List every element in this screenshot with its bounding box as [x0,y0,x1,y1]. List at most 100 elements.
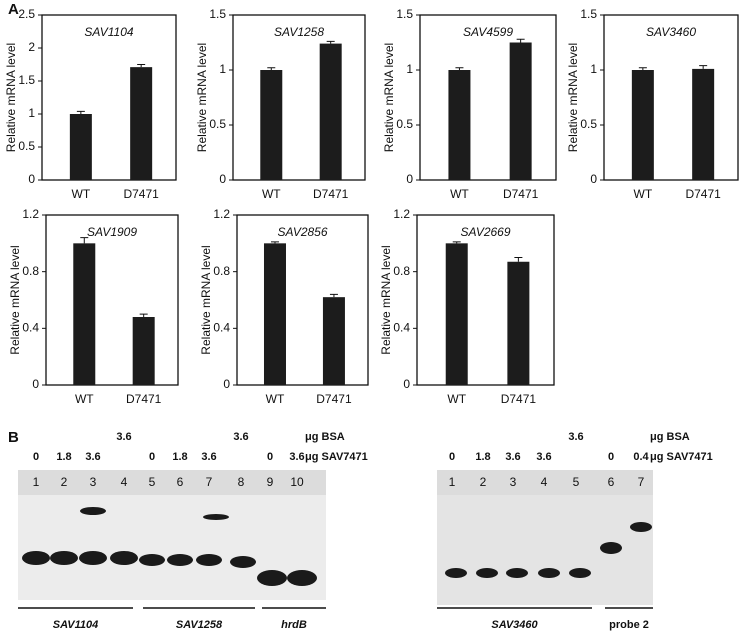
y-tick-label: 1 [590,62,597,76]
lane-number: 5 [573,475,580,489]
chart-title: SAV4599 [463,25,513,39]
error-bar [76,110,85,114]
protein-amount: 3.6 [201,451,216,463]
probe-label: probe 2 [609,619,649,631]
bar [260,70,283,180]
x-tick-label: WT [75,392,94,406]
y-tick-label: 0.5 [209,117,226,131]
x-tick-label: WT [634,187,653,201]
bar [132,317,155,385]
bar [692,68,715,180]
y-tick-label: 1 [28,106,35,120]
chart-title: SAV1909 [87,225,137,239]
lane-number: 1 [449,475,456,489]
x-tick-label: D7471 [123,187,159,201]
y-tick-label: 0 [590,172,597,186]
protein-amount: 1.8 [475,451,490,463]
bar [445,243,468,385]
y-axis-label: Relative mRNA level [379,245,393,354]
protein-amount: 0 [33,451,39,463]
x-tick-label: WT [266,392,285,406]
y-tick-label: 1 [219,62,226,76]
bar [319,43,342,180]
lane-number: 7 [638,475,645,489]
bar [322,297,345,385]
lane-strip [437,470,653,495]
protein-amount: 0.4 [633,451,649,463]
y-tick-label: 0 [403,377,410,391]
bsa-amount: 3.6 [233,431,248,443]
error-bar [270,241,279,244]
protein-amount: 0 [449,451,455,463]
error-bar [137,64,146,68]
y-tick-label: 1 [406,62,413,76]
protein-amount: 3.6 [536,451,551,463]
error-bar [326,40,335,44]
probe-label: hrdB [281,619,307,631]
plot-frame [236,214,369,386]
chart-title: SAV3460 [646,25,696,39]
error-bar [638,67,647,70]
plot-frame [416,214,555,386]
y-tick-label: 0.4 [22,321,39,335]
protein-amount: 3.6 [505,451,520,463]
y-tick-label: 1.5 [580,7,597,21]
y-tick-label: 0.8 [213,264,230,278]
y-axis-label: Relative mRNA level [199,245,213,354]
probe-label: SAV1104 [53,619,98,631]
bsa-label: μg BSA [650,431,690,443]
error-bar [80,237,89,244]
plot-frame [232,14,366,181]
plot-frame [603,14,739,181]
lane-number: 6 [177,475,184,489]
y-tick-label: 1.2 [213,207,230,221]
x-tick-label: D7471 [685,187,721,201]
x-tick-label: WT [447,392,466,406]
error-bar [329,293,338,298]
bar [69,114,92,180]
gel-bands [22,507,652,586]
protein-amount: 0 [608,451,614,463]
y-axis-label: Relative mRNA level [8,245,22,354]
y-tick-label: 0.5 [396,117,413,131]
y-tick-label: 0.4 [213,321,230,335]
protein-amount: 3.6 [85,451,100,463]
y-tick-label: 1.5 [209,7,226,21]
y-tick-label: 0 [223,377,230,391]
y-tick-label: 1.2 [22,207,39,221]
y-tick-label: 0.8 [22,264,39,278]
x-tick-label: D7471 [503,187,539,201]
y-axis-label: Relative mRNA level [566,43,580,152]
y-axis-label: Relative mRNA level [382,43,396,152]
y-tick-label: 1.5 [396,7,413,21]
y-tick-label: 0.5 [18,139,35,153]
error-bar [139,313,148,317]
lane-number: 4 [541,475,548,489]
lane-number: 4 [121,475,128,489]
protein-label: μg SAV7471 [650,451,713,463]
y-axis-label: Relative mRNA level [195,43,209,152]
x-tick-label: WT [72,187,91,201]
y-tick-label: 0.5 [580,117,597,131]
plot-frame [41,14,177,181]
y-tick-label: 0.8 [393,264,410,278]
bar [73,243,96,385]
bar [631,70,654,180]
lane-strip [18,470,326,495]
lane-number: 5 [149,475,156,489]
bar [130,67,153,180]
y-tick-label: 0 [32,377,39,391]
lane-number: 3 [510,475,517,489]
lane-number: 2 [61,475,68,489]
bar [263,243,286,385]
chart-title: SAV2669 [460,225,510,239]
bsa-amount: 3.6 [568,431,583,443]
y-tick-label: 0.4 [393,321,410,335]
y-tick-label: 1.5 [18,73,35,87]
protein-label: μg SAV7471 [305,451,368,463]
error-bar [267,67,276,70]
error-bar [452,241,461,244]
panel-label: A [8,1,19,18]
lane-number: 8 [238,475,245,489]
